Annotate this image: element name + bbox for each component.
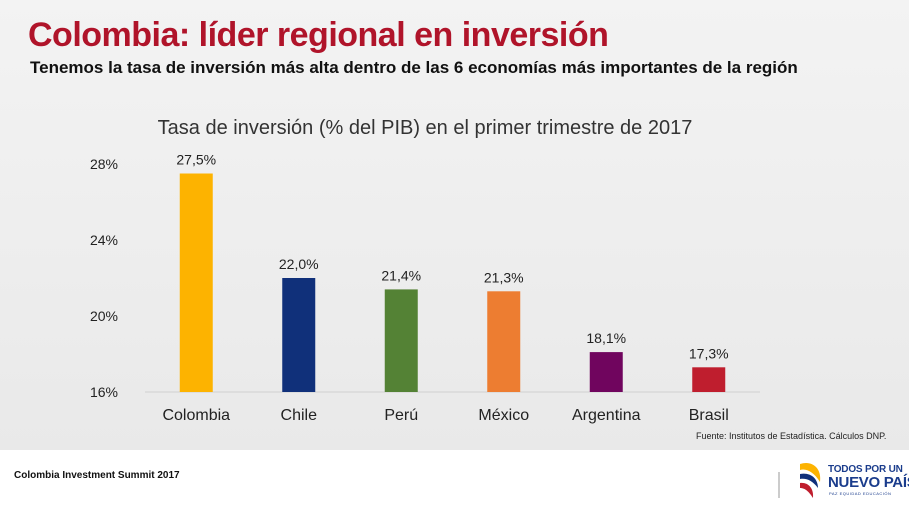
bar-chart: 16% 20% 24% 28% 27,5% Colombia 22,0% Chile 21,4%…: [90, 152, 760, 424]
y-tick-label: 20%: [90, 308, 118, 324]
todos-por-un-nuevo-pais-logo: TODOS POR UN NUEVO PAÍS PAZ EQUIDAD EDUC…: [778, 458, 909, 506]
data-label: 21,4%: [381, 267, 421, 283]
y-tick-label: 24%: [90, 232, 118, 248]
logo-line-3: PAZ EQUIDAD EDUCACIÓN: [829, 491, 892, 496]
bar-perú: [384, 289, 418, 392]
footer-event-name: Colombia Investment Summit 2017: [14, 470, 180, 481]
x-tick-label: Perú: [384, 407, 418, 424]
source-note: Fuente: Institutos de Estadística. Cálcu…: [696, 431, 887, 441]
x-tick-label: Chile: [281, 407, 318, 424]
bar-colombia: [179, 173, 213, 392]
y-tick-label: 16%: [90, 384, 118, 400]
slide-title: Colombia: líder regional en inversión: [28, 16, 609, 54]
x-tick-label: México: [478, 407, 529, 424]
data-label: 18,1%: [586, 330, 626, 346]
slide-subtitle: Tenemos la tasa de inversión más alta de…: [30, 58, 798, 77]
flag-swoosh-icon: [800, 462, 821, 498]
logo-line-2: NUEVO PAÍS: [828, 474, 909, 491]
bar-méxico: [487, 291, 521, 392]
data-label: 17,3%: [689, 345, 729, 361]
bar-brasil: [692, 367, 726, 392]
x-tick-label: Argentina: [572, 407, 641, 424]
slide-background: [0, 0, 909, 450]
data-label: 21,3%: [484, 269, 524, 285]
x-tick-label: Brasil: [689, 407, 729, 424]
bar-argentina: [589, 352, 623, 392]
y-tick-label: 28%: [90, 156, 118, 172]
x-tick-label: Colombia: [162, 407, 230, 424]
bar-chile: [282, 278, 316, 392]
logo-line-1: TODOS POR UN: [828, 464, 903, 475]
chart-title: Tasa de inversión (% del PIB) en el prim…: [157, 117, 693, 139]
data-label: 22,0%: [279, 256, 319, 272]
data-label: 27,5%: [176, 152, 216, 168]
logo-divider: [778, 472, 780, 498]
